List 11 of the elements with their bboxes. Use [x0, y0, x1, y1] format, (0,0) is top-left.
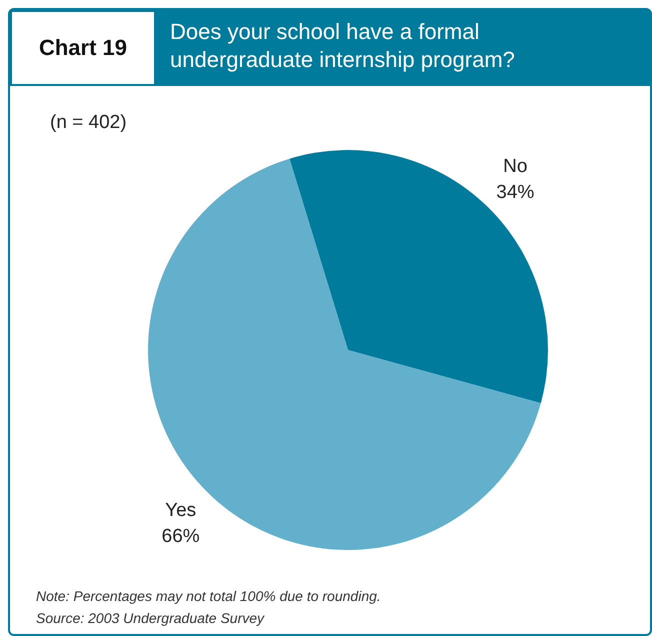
data-label: 66% — [162, 526, 200, 548]
slice-label: Yes — [165, 500, 196, 522]
source-note: Source: 2003 Undergraduate Survey — [36, 609, 266, 628]
caption: Chart 19 — [12, 12, 154, 84]
pie-slice — [148, 158, 541, 550]
text: Note: Percentages may not total 100% due to rounding. — [36, 587, 381, 606]
chart-title: Does your school have a formal undergraduate internship program? — [170, 18, 516, 74]
chart-subtitle: (n = 402) — [50, 112, 127, 134]
slice-label: No — [503, 156, 528, 177]
data-label: 34% — [496, 182, 534, 203]
pie-slice — [290, 150, 548, 404]
